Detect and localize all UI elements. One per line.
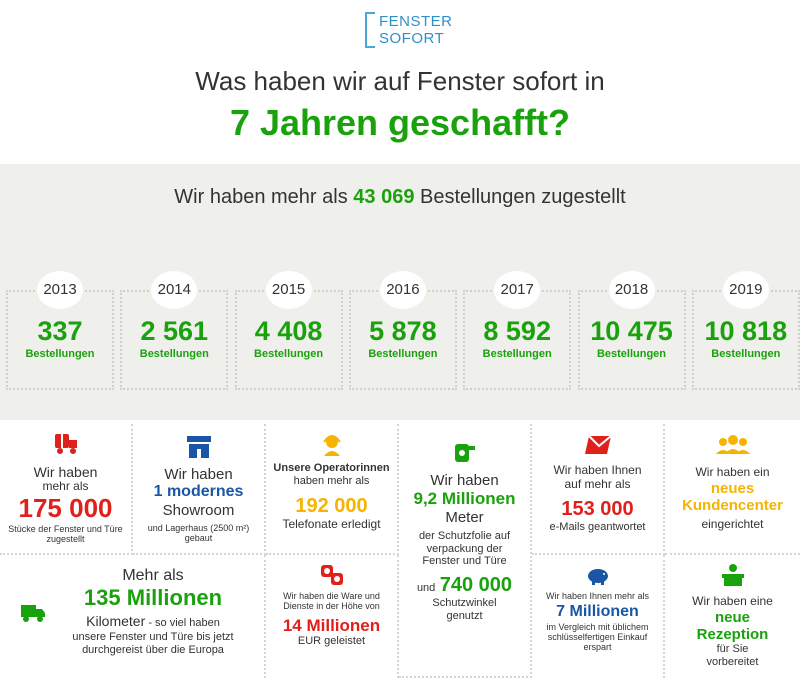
- team-icon: [715, 435, 750, 454]
- year-label: 2014: [151, 271, 198, 309]
- corner-protectors-count: 740 000: [439, 573, 513, 596]
- year-order-unit: Bestellungen: [254, 348, 324, 360]
- email-icon: [584, 435, 612, 454]
- year-order-count: 4 408: [254, 316, 323, 346]
- building-icon: [186, 436, 211, 458]
- logo-line-1: FENSTER: [379, 12, 453, 30]
- page-title-highlight: 7 Jahren geschafft?: [229, 102, 571, 143]
- foil-meters: 9,2 Millionen: [413, 489, 516, 509]
- year-order-count: 2 561: [140, 316, 209, 346]
- year-order-count: 10 818: [704, 316, 788, 346]
- stat-emails: Wir haben Ihnen auf mehr als 153 000 e-M…: [532, 424, 665, 555]
- kilometers-count: 135 Millionen: [83, 585, 223, 611]
- year-order-unit: Bestellungen: [482, 348, 552, 360]
- piggy-bank-icon: [587, 569, 608, 585]
- year-label: 2017: [494, 271, 541, 309]
- operator-headset-icon: [322, 435, 341, 456]
- total-orders-count: 43 069: [353, 186, 415, 208]
- reception-desk-icon: [721, 564, 744, 586]
- year-label: 2019: [722, 271, 769, 309]
- year-order-count: 337: [37, 316, 83, 346]
- year-order-unit: Bestellungen: [139, 348, 209, 360]
- year-order-unit: Bestellungen: [368, 348, 438, 360]
- year-order-count: 8 592: [483, 316, 551, 346]
- lorry-icon: [21, 605, 45, 622]
- stat-windows-delivered: Wir haben mehr als 175 000 Stücke der Fe…: [0, 424, 133, 555]
- page-title: Was haben wir auf Fenster sofort in: [195, 66, 605, 96]
- delivery-truck-icon: [54, 434, 77, 454]
- year-label: 2018: [608, 271, 655, 309]
- reception-label: Rezeption: [696, 626, 769, 644]
- calls-count: 192 000: [295, 495, 368, 518]
- stat-reception: Wir haben eine neue Rezeption für Sie vo…: [665, 555, 800, 678]
- stat-kilometers: Mehr als 135 Millionen Kilometer - so vi…: [0, 555, 266, 678]
- year-label: 2013: [37, 271, 83, 309]
- year-order-unit: Bestellungen: [596, 348, 667, 360]
- window-icon: [365, 12, 375, 48]
- year-order-count: 5 878: [369, 316, 437, 346]
- stat-protective-foil: Wir haben 9,2 Millionen Meter der Schutz…: [399, 424, 532, 678]
- year-order-unit: Bestellungen: [711, 348, 781, 360]
- customer-center-label: Kundencenter: [682, 497, 783, 515]
- goods-value: 14 Millionen: [282, 615, 381, 635]
- emails-count: 153 000: [561, 497, 634, 520]
- windows-count: 175 000: [18, 492, 113, 523]
- stat-savings: Wir haben Ihnen mehr als 7 Millionen im …: [532, 555, 665, 678]
- stat-customer-center: Wir haben ein neues Kundencenter eingeri…: [665, 424, 800, 555]
- showroom-count: 1 modernes: [153, 483, 244, 501]
- year-order-unit: Bestellungen: [25, 348, 95, 360]
- stat-phone-calls: Unsere Operatorinnen haben mehr als 192 …: [266, 424, 399, 555]
- fenster-sofort-logo[interactable]: FENSTER SOFORT: [365, 12, 453, 48]
- total-orders-text: Wir haben mehr als 43 069 Bestellungen z…: [174, 186, 626, 208]
- savings-amount: 7 Millionen: [556, 603, 639, 621]
- foil-roll-icon: [454, 444, 475, 462]
- stat-goods-value: Wir haben die Ware und Dienste in der Hö…: [266, 555, 399, 678]
- year-order-count: 10 475: [590, 316, 673, 346]
- stat-showroom: Wir haben 1 modernes Showroom und Lagerh…: [133, 424, 266, 555]
- money-exchange-icon: [320, 565, 343, 585]
- year-label: 2016: [379, 271, 426, 309]
- year-label: 2015: [265, 271, 312, 309]
- logo-line-2: SOFORT: [379, 30, 445, 47]
